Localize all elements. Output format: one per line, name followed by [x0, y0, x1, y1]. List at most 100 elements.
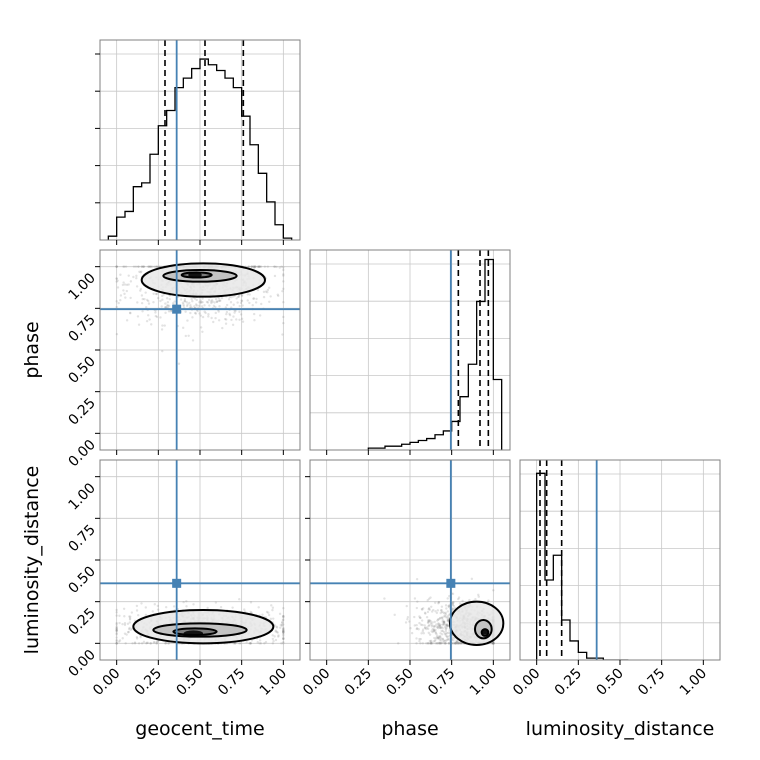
joint-geocent-time-vs-phase-sample-point [214, 311, 217, 315]
joint-geocent-time-vs-phase-sample-point [203, 310, 206, 313]
joint-geocent-time-vs-phase-sample-point [125, 319, 129, 322]
joint-phase-vs-luminosity-distance-sample-point [439, 609, 443, 612]
joint-phase-vs-luminosity-distance-sample-point [444, 627, 447, 631]
joint-geocent-time-vs-luminosity-distance-sample-point [155, 642, 158, 645]
joint-phase-vs-luminosity-distance-sample-point [446, 618, 449, 622]
joint-geocent-time-vs-phase-sample-point [217, 310, 220, 313]
joint-geocent-time-vs-phase-sample-point [142, 265, 145, 268]
joint-geocent-time-vs-phase-sample-point [218, 299, 221, 302]
joint-phase-vs-luminosity-distance-sample-point [444, 613, 448, 616]
joint-geocent-time-vs-phase-sample-point [193, 305, 196, 308]
joint-geocent-time-vs-luminosity-distance-sample-point [137, 613, 140, 617]
joint-geocent-time-vs-phase-sample-point [171, 302, 175, 305]
joint-geocent-time-vs-luminosity-distance-sample-point [115, 628, 118, 632]
joint-geocent-time-vs-phase-sample-point [200, 305, 204, 308]
joint-geocent-time-vs-phase-sample-point [182, 326, 185, 330]
joint-geocent-time-vs-luminosity-distance-xtick-label-1: 0.25 [132, 666, 165, 699]
joint-geocent-time-vs-phase-sample-point [219, 299, 222, 302]
joint-geocent-time-vs-luminosity-distance-sample-point [185, 605, 188, 608]
joint-geocent-time-vs-phase-sample-point [241, 320, 245, 323]
joint-geocent-time-vs-phase-sample-point [155, 265, 159, 268]
joint-phase-vs-luminosity-distance-sample-point [437, 601, 441, 604]
joint-phase-vs-luminosity-distance-sample-point [443, 620, 446, 624]
joint-phase-vs-luminosity-distance-sample-point [433, 629, 436, 633]
joint-phase-vs-luminosity-distance-sample-point [425, 615, 429, 619]
joint-phase-vs-luminosity-distance-sample-point [429, 642, 432, 645]
joint-geocent-time-vs-phase-sample-point [149, 265, 152, 268]
joint-geocent-time-vs-phase-sample-point [195, 304, 199, 307]
joint-geocent-time-vs-phase-sample-point [169, 310, 173, 313]
joint-geocent-time-vs-phase-sample-point [194, 303, 198, 306]
joint-geocent-time-vs-phase-sample-point [254, 265, 257, 268]
hist-luminosity-distance-plot-area [520, 460, 720, 660]
joint-geocent-time-vs-phase-sample-point [281, 333, 284, 336]
joint-phase-vs-luminosity-distance-sample-point [438, 635, 442, 639]
joint-geocent-time-vs-phase-sample-point [122, 265, 125, 268]
joint-phase-vs-luminosity-distance-sample-point [452, 601, 455, 604]
joint-geocent-time-vs-phase-sample-point [282, 274, 285, 277]
joint-geocent-time-vs-phase-sample-point [228, 295, 232, 299]
joint-geocent-time-vs-luminosity-distance-sample-point [282, 636, 285, 640]
joint-geocent-time-vs-luminosity-distance-sample-point [258, 642, 261, 645]
joint-phase-vs-luminosity-distance-sample-point [444, 642, 447, 645]
joint-geocent-time-vs-phase-sample-point [138, 270, 141, 273]
joint-phase-vs-luminosity-distance-sample-point [487, 599, 490, 602]
joint-phase-vs-luminosity-distance-sample-point [445, 627, 448, 630]
joint-geocent-time-vs-luminosity-distance-sample-point [206, 606, 209, 610]
joint-phase-vs-luminosity-distance-sample-point [435, 611, 439, 615]
joint-geocent-time-vs-luminosity-distance-sample-point [115, 611, 118, 614]
joint-phase-vs-luminosity-distance-sample-point [404, 621, 408, 624]
joint-phase-vs-luminosity-distance-sample-point [434, 628, 437, 632]
joint-geocent-time-vs-phase-sample-point [161, 349, 164, 353]
hist-luminosity-distance-xtick-label-0: 0.00 [510, 666, 543, 699]
joint-geocent-time-vs-luminosity-distance-sample-point [256, 641, 259, 644]
joint-phase-vs-luminosity-distance-sample-point [441, 616, 444, 620]
joint-geocent-time-vs-phase-sample-point [177, 362, 181, 365]
joint-geocent-time-vs-phase-sample-point [183, 300, 186, 303]
joint-geocent-time-vs-phase-sample-point [116, 279, 119, 282]
joint-geocent-time-vs-phase-sample-point [273, 274, 277, 278]
joint-geocent-time-vs-luminosity-distance-sample-point [249, 642, 252, 645]
joint-geocent-time-vs-phase-sample-point [262, 295, 266, 299]
joint-geocent-time-vs-phase-sample-point [148, 318, 151, 321]
joint-phase-vs-luminosity-distance-sample-point [437, 602, 440, 605]
joint-geocent-time-vs-luminosity-distance-sample-point [133, 642, 137, 645]
joint-geocent-time-vs-phase-sample-point [258, 265, 262, 268]
joint-phase-vs-luminosity-distance-sample-point [442, 622, 445, 626]
joint-geocent-time-vs-luminosity-distance-sample-point [259, 642, 263, 645]
joint-geocent-time-vs-luminosity-distance-sample-point [128, 615, 131, 618]
joint-phase-vs-luminosity-distance-sample-point [432, 608, 435, 612]
joint-phase-vs-luminosity-distance-sample-point [427, 621, 430, 624]
joint-geocent-time-vs-phase-sample-point [230, 318, 233, 322]
joint-phase-vs-luminosity-distance-sample-point [455, 640, 459, 643]
joint-geocent-time-vs-luminosity-distance-sample-point [164, 642, 167, 645]
joint-geocent-time-vs-phase-contour-0 [180, 271, 213, 279]
joint-phase-vs-luminosity-distance-sample-point [437, 635, 440, 638]
joint-geocent-time-vs-phase-sample-point [221, 326, 224, 330]
joint-phase-vs-luminosity-distance-sample-point [432, 627, 435, 631]
joint-phase-vs-luminosity-distance-sample-point [413, 597, 417, 600]
joint-phase-vs-luminosity-distance-sample-point [408, 620, 411, 623]
joint-geocent-time-vs-luminosity-distance-sample-point [115, 627, 118, 631]
joint-geocent-time-vs-luminosity-distance-sample-point [282, 615, 285, 618]
joint-phase-vs-luminosity-distance-sample-point [427, 607, 431, 610]
joint-phase-vs-luminosity-distance-sample-point [435, 633, 438, 636]
joint-geocent-time-vs-luminosity-distance-sample-point [128, 618, 132, 621]
joint-geocent-time-vs-phase-sample-point [210, 299, 214, 302]
joint-geocent-time-vs-phase-sample-point [150, 323, 153, 326]
joint-geocent-time-vs-luminosity-distance-sample-point [231, 606, 234, 609]
joint-phase-vs-luminosity-distance-sample-point [436, 626, 439, 629]
joint-geocent-time-vs-phase-sample-point [184, 334, 187, 338]
joint-phase-vs-luminosity-distance-sample-point [440, 605, 444, 608]
joint-geocent-time-vs-phase-sample-point [214, 316, 217, 320]
joint-geocent-time-vs-luminosity-distance-sample-point [115, 638, 118, 642]
joint-phase-vs-luminosity-distance-sample-point [492, 642, 495, 645]
joint-geocent-time-vs-phase-sample-point [132, 275, 135, 279]
joint-phase-vs-luminosity-distance-sample-point [430, 640, 433, 643]
joint-phase-vs-luminosity-distance-sample-point [438, 638, 442, 641]
joint-geocent-time-vs-luminosity-distance-sample-point [233, 642, 237, 645]
joint-geocent-time-vs-luminosity-distance-sample-point [249, 610, 252, 614]
hist-luminosity-distance-xtick-label-3: 0.75 [635, 666, 668, 699]
joint-phase-vs-luminosity-distance-sample-point [416, 600, 419, 603]
